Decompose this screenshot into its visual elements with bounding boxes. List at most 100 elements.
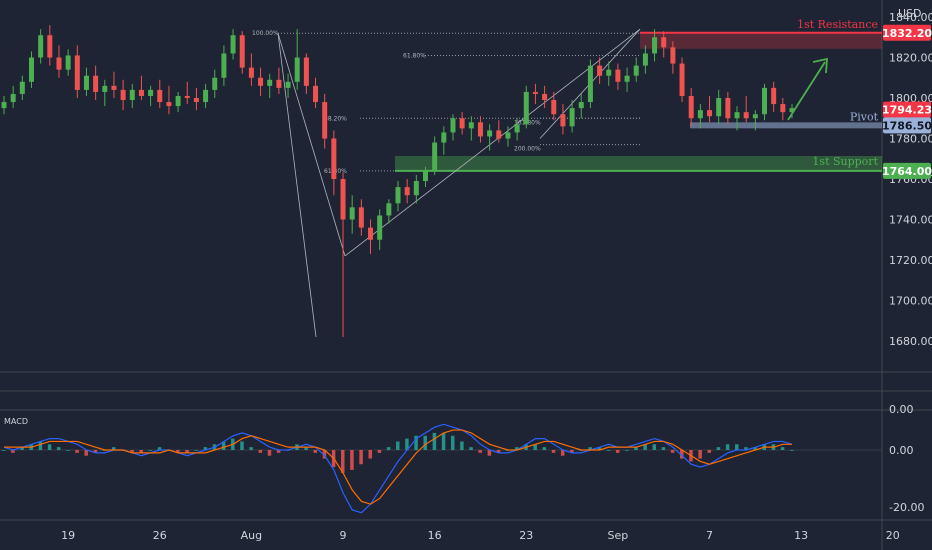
candle [203, 83, 209, 109]
resistance-zone [640, 32, 882, 49]
macd-bar [707, 450, 712, 453]
time-axis[interactable]: 19 26 Aug 9 16 23 Sep 7 13 20 [61, 529, 900, 542]
candle [276, 67, 282, 94]
signal-line [4, 429, 792, 505]
support-label: 1st Support [812, 155, 878, 168]
candle [459, 112, 465, 135]
candle [377, 209, 383, 250]
candle [505, 126, 511, 147]
candle [578, 93, 584, 119]
macd-bar [460, 441, 464, 450]
candle [212, 69, 218, 98]
trend-line-drop-2 [277, 33, 346, 257]
macd-bar [377, 450, 382, 453]
candle [386, 199, 392, 224]
candle [771, 81, 777, 113]
candle [322, 93, 328, 149]
candle [303, 53, 309, 94]
macd-bar [93, 450, 98, 453]
candle [652, 29, 658, 62]
candle [239, 31, 245, 74]
svg-text:1764.00: 1764.00 [882, 165, 932, 178]
macd-bar [11, 450, 15, 453]
candle [642, 45, 648, 74]
macd-bar [744, 447, 748, 450]
macd-bar [725, 444, 730, 450]
svg-text:1786.50: 1786.50 [882, 119, 932, 132]
macd-bar [588, 447, 592, 450]
candle [221, 45, 227, 86]
y-tick-label: 1780.00 [889, 133, 932, 146]
candle [129, 83, 135, 109]
candle [413, 174, 419, 204]
macd-bar [414, 435, 418, 450]
resistance-price-badge: 1832.20 [882, 24, 932, 41]
candle [404, 179, 410, 204]
macd-bar [368, 450, 373, 459]
candle [138, 75, 144, 101]
macd-bar [194, 450, 198, 451]
macd-bar [496, 450, 501, 453]
macd-bar [634, 447, 638, 450]
macd-bar [560, 450, 565, 456]
trend-line-drop [277, 33, 317, 337]
candle [743, 95, 749, 123]
macd-bar [698, 450, 702, 459]
candle [349, 195, 355, 234]
y-tick-label: 1740.00 [889, 214, 932, 227]
x-tick-label: 19 [61, 529, 75, 542]
candle [395, 181, 401, 212]
candle [725, 91, 731, 125]
candle [661, 31, 667, 58]
candle [28, 51, 34, 88]
candle [532, 83, 538, 105]
candle [514, 118, 520, 141]
candle [762, 83, 768, 121]
macd-bar [450, 435, 455, 450]
macd-bar [304, 447, 308, 450]
candle [670, 41, 676, 74]
resistance-label: 1st Resistance [797, 18, 878, 31]
candle [569, 100, 575, 133]
macd-bar [38, 441, 43, 450]
x-tick-label: 23 [519, 529, 533, 542]
candle [523, 85, 529, 129]
candle [487, 124, 493, 151]
candle [716, 89, 722, 125]
candle [432, 136, 438, 175]
y-tick-label: 1720.00 [889, 254, 932, 267]
candle [551, 91, 557, 121]
candle [697, 104, 703, 129]
candle [166, 85, 172, 115]
candle [10, 85, 16, 109]
macd-bar [267, 450, 272, 456]
pivot-label: Pivot [850, 110, 879, 123]
macd-bar [240, 441, 244, 450]
macd-bar [157, 447, 162, 450]
macd-bar [258, 450, 263, 453]
macd-bar [111, 447, 116, 450]
macd-bar [670, 450, 675, 453]
candle [184, 81, 190, 105]
macd-bar [322, 450, 327, 459]
candle [679, 57, 685, 103]
x-tick-label: 13 [794, 529, 808, 542]
candle [542, 85, 548, 109]
macd-bar [780, 447, 785, 450]
x-tick-label: 9 [340, 529, 347, 542]
macd-tick-label: 0.00 [889, 444, 914, 457]
x-tick-label: Aug [241, 529, 262, 542]
candle [193, 87, 199, 111]
macd-bar [249, 447, 253, 450]
macd-bar [350, 450, 354, 470]
candle [450, 114, 456, 141]
macd-bar [680, 450, 684, 459]
candle [331, 130, 337, 196]
support-zone [395, 156, 882, 171]
candle [102, 79, 108, 107]
candle [74, 45, 80, 98]
candle [267, 73, 273, 98]
candle [752, 110, 758, 131]
macd-bar [625, 450, 629, 451]
